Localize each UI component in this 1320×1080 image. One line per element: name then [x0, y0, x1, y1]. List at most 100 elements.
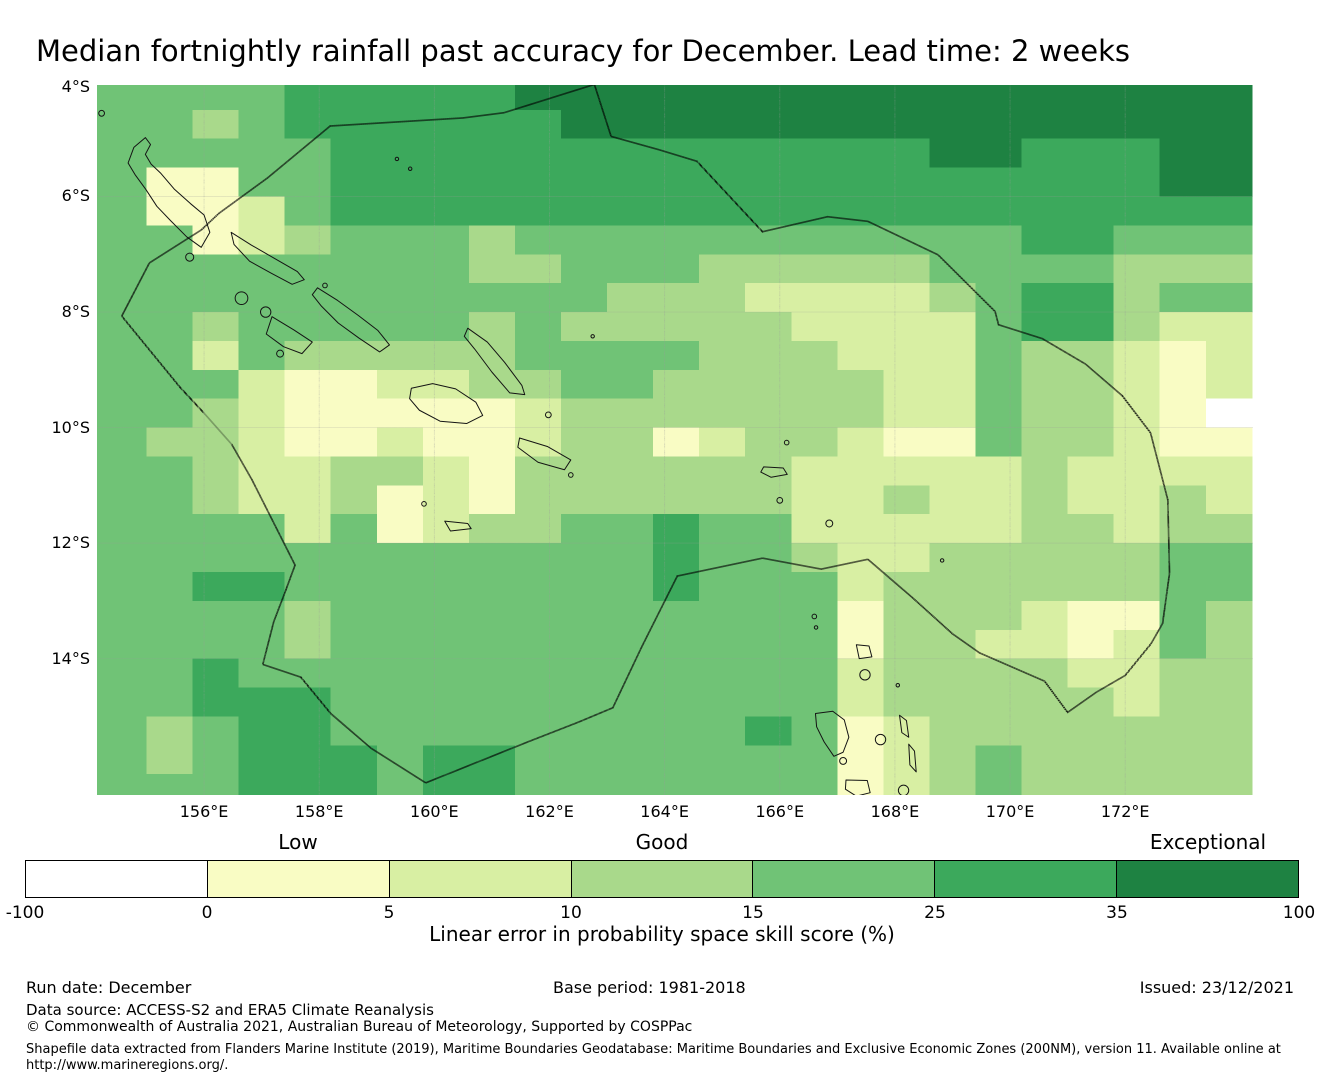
grid-cell — [468, 138, 516, 169]
grid-cell — [97, 687, 148, 718]
grid-cell — [607, 456, 654, 487]
grid-cell — [192, 572, 240, 602]
grid-cell — [376, 254, 424, 284]
grid-cell — [929, 369, 977, 400]
grid-cell — [653, 774, 700, 795]
grid-cell — [653, 716, 700, 747]
grid-cell — [1021, 138, 1069, 169]
grid-cell — [607, 398, 654, 429]
grid-cell — [238, 427, 286, 458]
grid-cell — [1067, 745, 1115, 775]
grid-cell — [146, 138, 194, 169]
grid-cell — [376, 340, 424, 371]
colorbar-segment — [206, 861, 389, 897]
grid-cell — [146, 196, 194, 227]
grid-cell — [97, 629, 148, 660]
grid-cell — [1205, 254, 1253, 284]
grid-cell — [653, 109, 700, 140]
grid-cell — [561, 572, 608, 602]
grid-cell — [837, 109, 885, 140]
grid-cell — [929, 485, 977, 515]
grid-cell — [837, 572, 885, 602]
grid-cell — [97, 514, 148, 544]
grid-cell — [422, 745, 470, 775]
data-source-text: Data source: ACCESS-S2 and ERA5 Climate … — [26, 1001, 434, 1019]
grid-cell — [1113, 600, 1161, 631]
grid-cell — [1067, 456, 1115, 487]
grid-cell — [653, 427, 700, 458]
grid-cell — [238, 456, 286, 487]
grid-cell — [561, 543, 608, 573]
grid-cell — [1067, 485, 1115, 515]
grid-cell — [883, 658, 931, 689]
grid-cell — [97, 398, 148, 429]
grid-cell — [975, 514, 1023, 544]
grid-cell — [837, 138, 885, 169]
grid-cell — [1113, 427, 1161, 458]
grid-cell — [468, 687, 516, 718]
grid-cell — [1205, 658, 1253, 689]
grid-cell — [1205, 456, 1253, 487]
grid-cell — [192, 225, 240, 255]
grid-cell — [699, 138, 746, 169]
grid-cell — [699, 456, 746, 487]
grid-cell — [146, 745, 194, 775]
grid-cell — [745, 745, 792, 775]
grid-cell — [1113, 514, 1161, 544]
grid-cell — [376, 658, 424, 689]
grid-cell — [929, 543, 977, 573]
grid-cell — [330, 109, 378, 140]
grid-cell — [745, 485, 792, 515]
grid-cell — [791, 254, 839, 284]
grid-cell — [975, 167, 1023, 198]
grid-cell — [607, 254, 654, 284]
grid-cell — [146, 629, 194, 660]
grid-cell — [1113, 340, 1161, 371]
grid-cell — [238, 658, 286, 689]
grid-cell — [561, 745, 608, 775]
grid-cell — [422, 456, 470, 487]
grid-cell — [607, 629, 654, 660]
grid-cell — [1067, 196, 1115, 227]
grid-cell — [1159, 629, 1207, 660]
grid-cell — [1067, 572, 1115, 602]
grid-cell — [514, 369, 562, 400]
grid-cell — [699, 312, 746, 342]
grid-cell — [468, 600, 516, 631]
eez-boundary-dashed — [122, 85, 1170, 783]
grid-cell — [699, 687, 746, 718]
grid-cell — [1113, 312, 1161, 342]
grid-cell — [699, 398, 746, 429]
grid-cell — [238, 485, 286, 515]
colorbar-segment — [570, 861, 753, 897]
grid-cell — [561, 225, 608, 255]
small-island — [784, 440, 789, 445]
grid-cell — [376, 85, 424, 111]
grid-cell — [146, 600, 194, 631]
grid-cell — [1159, 138, 1207, 169]
grid-cell — [699, 369, 746, 400]
grid-cell — [192, 745, 240, 775]
grid-cell — [422, 543, 470, 573]
grid-cell — [791, 398, 839, 429]
grid-cell — [561, 196, 608, 227]
grid-cell — [284, 427, 332, 458]
grid-cell — [97, 600, 148, 631]
y-axis-tick-label: 12°S — [51, 533, 90, 553]
grid-cell — [745, 543, 792, 573]
grid-cell — [192, 485, 240, 515]
grid-cell — [422, 109, 470, 140]
grid-cell — [975, 138, 1023, 169]
grid-cell — [975, 658, 1023, 689]
grid-cell — [975, 774, 1023, 795]
island-coastline — [231, 232, 304, 284]
grid-cell — [929, 167, 977, 198]
grid-cell — [929, 745, 977, 775]
grid-cell — [146, 543, 194, 573]
grid-cell — [376, 543, 424, 573]
grid-cell — [653, 369, 700, 400]
grid-cell — [929, 196, 977, 227]
grid-cell — [1113, 687, 1161, 718]
grid-cell — [975, 369, 1023, 400]
grid-cell — [284, 456, 332, 487]
